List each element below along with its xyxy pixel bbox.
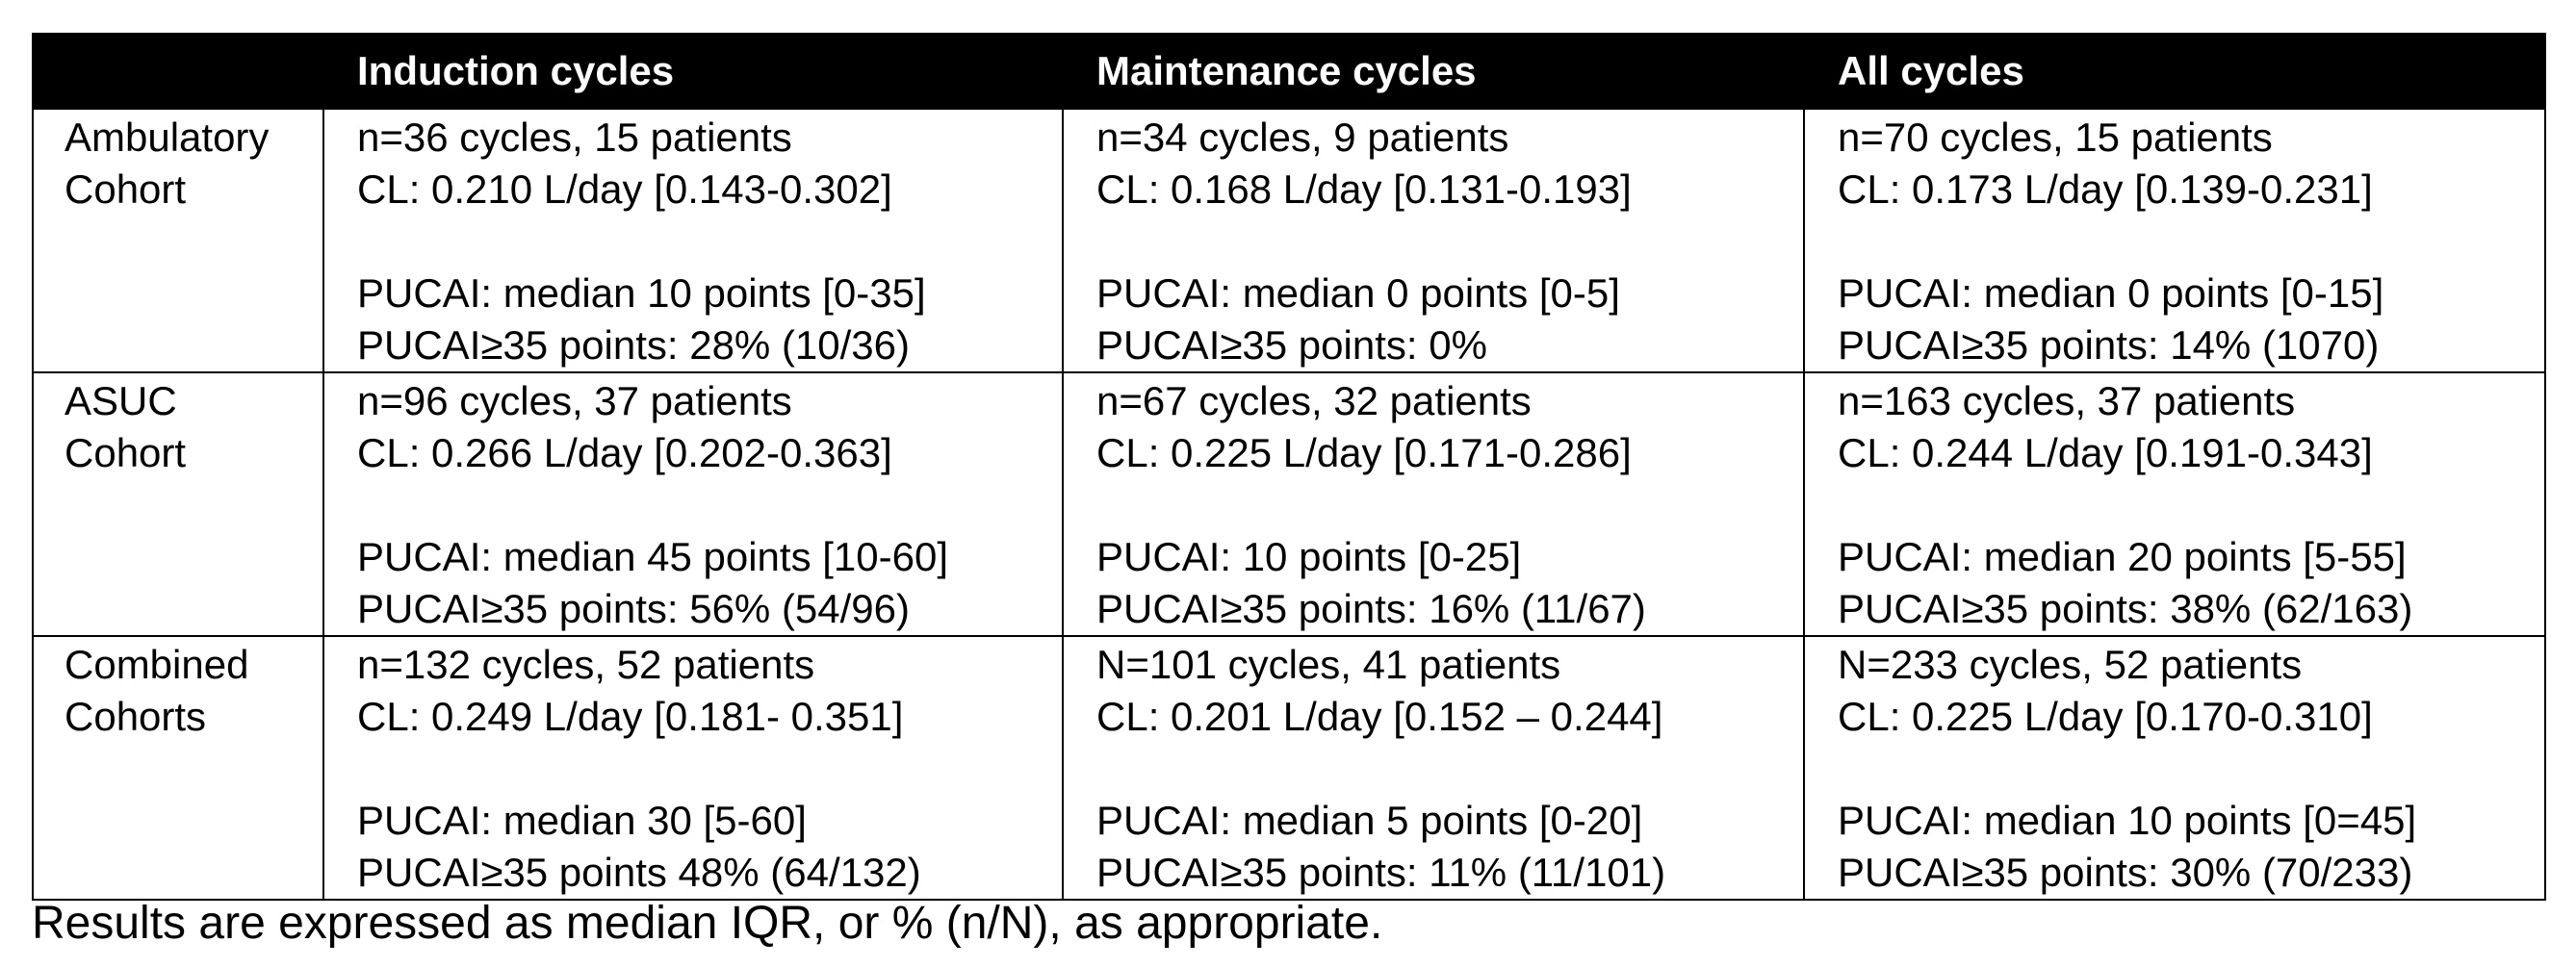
header-cell-induction: Induction cycles [322,33,1064,110]
cell-pucai: PUCAI: median 10 points [0=45] [1838,798,2417,843]
cell-pucai: PUCAI: median 30 [5-60] [357,798,807,843]
cell-cl: CL: 0.225 L/day [0.170-0.310] [1838,694,2373,739]
cell-counts: n=67 cycles, 32 patients [1096,378,1532,423]
row-label-cell: Ambulatory Cohort [32,108,324,373]
cell-counts: N=233 cycles, 52 patients [1838,642,2303,687]
cell-cl: CL: 0.266 L/day [0.202-0.363] [357,430,892,475]
cell-cl: CL: 0.244 L/day [0.191-0.343] [1838,430,2373,475]
cell-cl: CL: 0.225 L/day [0.171-0.286] [1096,430,1632,475]
cell-pucai: PUCAI: 10 points [0-25] [1096,534,1522,579]
data-cell: n=70 cycles, 15 patients CL: 0.173 L/day… [1803,108,2546,373]
cell-pucai35: PUCAI≥35 points 48% (64/132) [357,850,921,895]
cell-cl: CL: 0.210 L/day [0.143-0.302] [357,166,892,212]
cell-counts: n=132 cycles, 52 patients [357,642,815,687]
cell-counts: n=34 cycles, 9 patients [1096,115,1509,160]
cell-cl: CL: 0.168 L/day [0.131-0.193] [1096,166,1632,212]
data-cell: n=96 cycles, 37 patients CL: 0.266 L/day… [322,371,1064,637]
table-body: Ambulatory Cohort n=36 cycles, 15 patien… [32,108,2546,901]
cell-pucai: PUCAI: median 10 points [0-35] [357,270,926,316]
cell-pucai: PUCAI: median 0 points [0-5] [1096,270,1620,316]
row-label-line: Cohort [64,430,187,475]
table-header: Induction cycles Maintenance cycles All … [32,33,2546,110]
cell-pucai: PUCAI: median 20 points [5-55] [1838,534,2407,579]
cell-counts: N=101 cycles, 41 patients [1096,642,1561,687]
cell-pucai35: PUCAI≥35 points: 30% (70/233) [1838,850,2413,895]
data-cell: n=67 cycles, 32 patients CL: 0.225 L/day… [1062,371,1805,637]
row-label-cell: ASUC Cohort [32,371,324,637]
row-label-line: Combined [64,642,249,687]
cell-pucai35: PUCAI≥35 points: 16% (11/67) [1096,586,1646,631]
table-row: Combined Cohorts n=132 cycles, 52 patien… [32,635,2546,901]
table-row: ASUC Cohort n=96 cycles, 37 patients CL:… [32,371,2546,637]
row-label-line: Cohort [64,166,187,212]
cell-pucai: PUCAI: median 5 points [0-20] [1096,798,1643,843]
data-cell: N=233 cycles, 52 patients CL: 0.225 L/da… [1803,635,2546,901]
cell-pucai35: PUCAI≥35 points: 0% [1096,322,1487,368]
cell-pucai35: PUCAI≥35 points: 11% (11/101) [1096,850,1666,895]
table-row: Ambulatory Cohort n=36 cycles, 15 patien… [32,108,2546,373]
results-table: Induction cycles Maintenance cycles All … [32,33,2546,901]
table-footnote: Results are expressed as median IQR, or … [32,898,1383,949]
cell-cl: CL: 0.249 L/day [0.181- 0.351] [357,694,904,739]
cell-cl: CL: 0.201 L/day [0.152 – 0.244] [1096,694,1663,739]
header-row: Induction cycles Maintenance cycles All … [32,33,2546,110]
cell-pucai35: PUCAI≥35 points: 28% (10/36) [357,322,911,368]
header-cell-blank [32,33,324,110]
data-cell: N=101 cycles, 41 patients CL: 0.201 L/da… [1062,635,1805,901]
header-cell-maintenance: Maintenance cycles [1062,33,1805,110]
row-label-line: Cohorts [64,694,207,739]
cell-counts: n=163 cycles, 37 patients [1838,378,2296,423]
cell-pucai: PUCAI: median 45 points [10-60] [357,534,949,579]
cell-counts: n=96 cycles, 37 patients [357,378,792,423]
cell-pucai: PUCAI: median 0 points [0-15] [1838,270,2384,316]
cell-pucai35: PUCAI≥35 points: 38% (62/163) [1838,586,2413,631]
header-cell-all: All cycles [1803,33,2546,110]
cell-counts: n=70 cycles, 15 patients [1838,115,2273,160]
data-cell: n=34 cycles, 9 patients CL: 0.168 L/day … [1062,108,1805,373]
row-label-line: Ambulatory [64,115,270,160]
cell-pucai35: PUCAI≥35 points: 56% (54/96) [357,586,911,631]
data-cell: n=36 cycles, 15 patients CL: 0.210 L/day… [322,108,1064,373]
row-label-cell: Combined Cohorts [32,635,324,901]
data-cell: n=132 cycles, 52 patients CL: 0.249 L/da… [322,635,1064,901]
cell-cl: CL: 0.173 L/day [0.139-0.231] [1838,166,2373,212]
data-cell: n=163 cycles, 37 patients CL: 0.244 L/da… [1803,371,2546,637]
row-label-line: ASUC [64,378,177,423]
cell-pucai35: PUCAI≥35 points: 14% (1070) [1838,322,2380,368]
cell-counts: n=36 cycles, 15 patients [357,115,792,160]
